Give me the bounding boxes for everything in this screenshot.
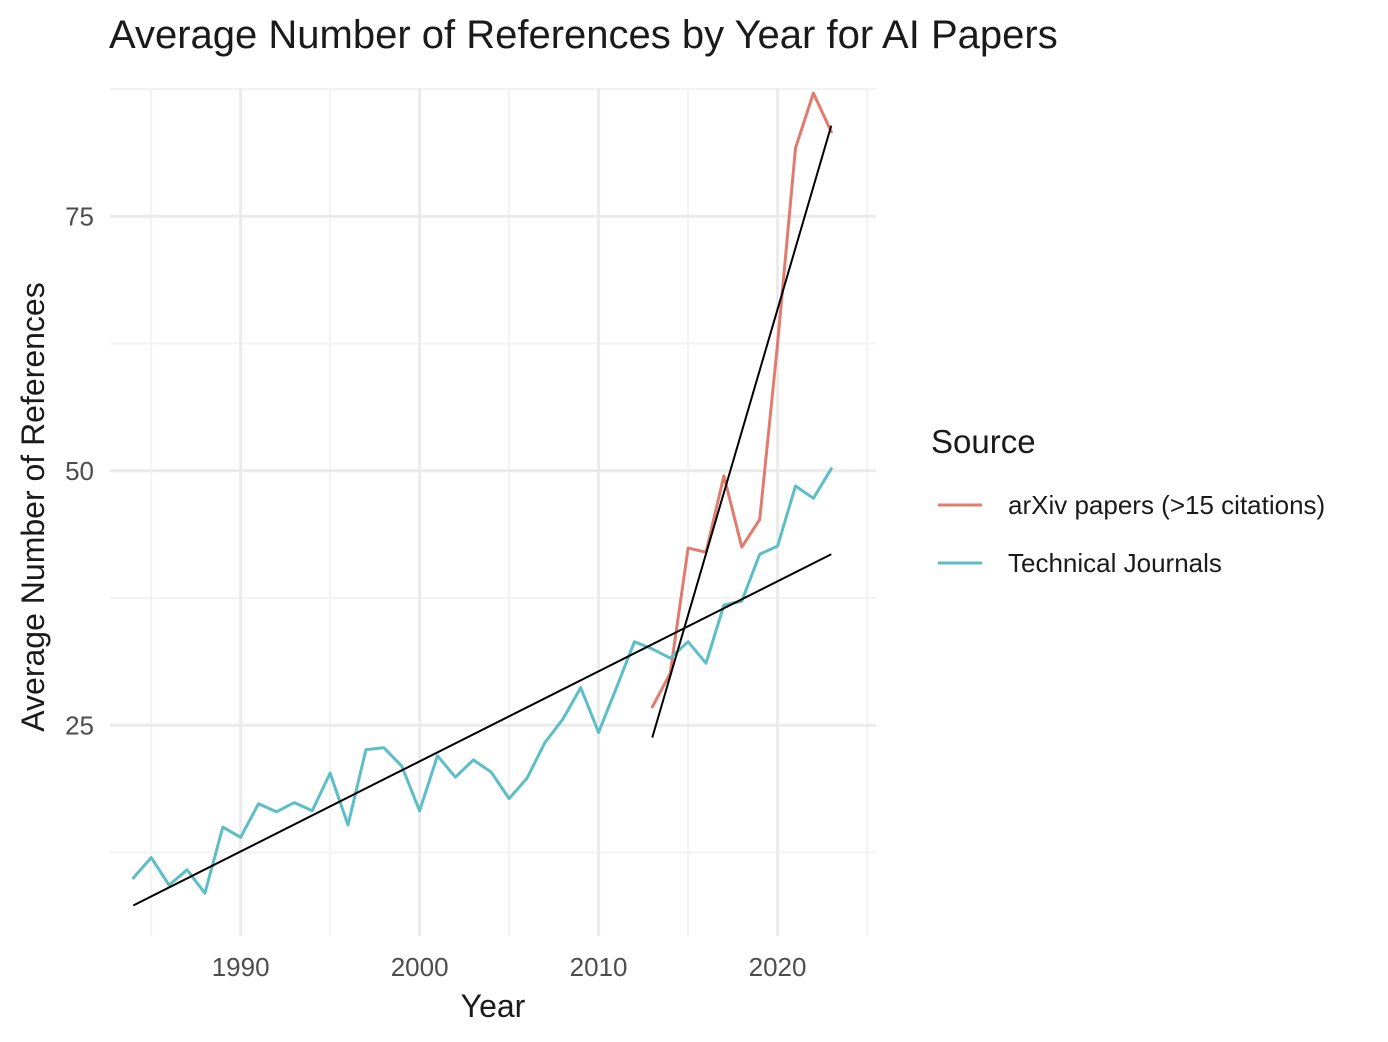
trend-line-technical-journals-trend [132,553,832,907]
axis-ticks: 1990 2000 2010 2020 25 50 75 [65,201,806,982]
y-axis-title: Average Number of References [15,282,51,731]
chart-title: Average Number of References by Year for… [109,13,1058,57]
data-series [131,91,833,895]
trend-line-arxiv-papers-trend [651,125,833,738]
grid [110,88,876,936]
x-tick-label: 2010 [570,952,628,982]
x-tick-label: 2020 [749,952,807,982]
y-tick-label: 25 [65,710,94,740]
x-axis-title: Year [461,988,526,1024]
x-tick-label: 2000 [391,952,449,982]
y-tick-label: 75 [65,201,94,231]
series-line-technical-journals [131,467,833,895]
series-line-arxiv-papers-15-citations [650,91,833,709]
x-tick-label: 1990 [212,952,270,982]
y-tick-label: 50 [65,456,94,486]
legend: Source arXiv papers (>15 citations) Tech… [931,423,1325,578]
trend-lines [132,125,833,907]
legend-title: Source [931,423,1036,460]
legend-label-arxiv: arXiv papers (>15 citations) [1008,490,1325,520]
legend-label-technical-journals: Technical Journals [1008,548,1222,578]
